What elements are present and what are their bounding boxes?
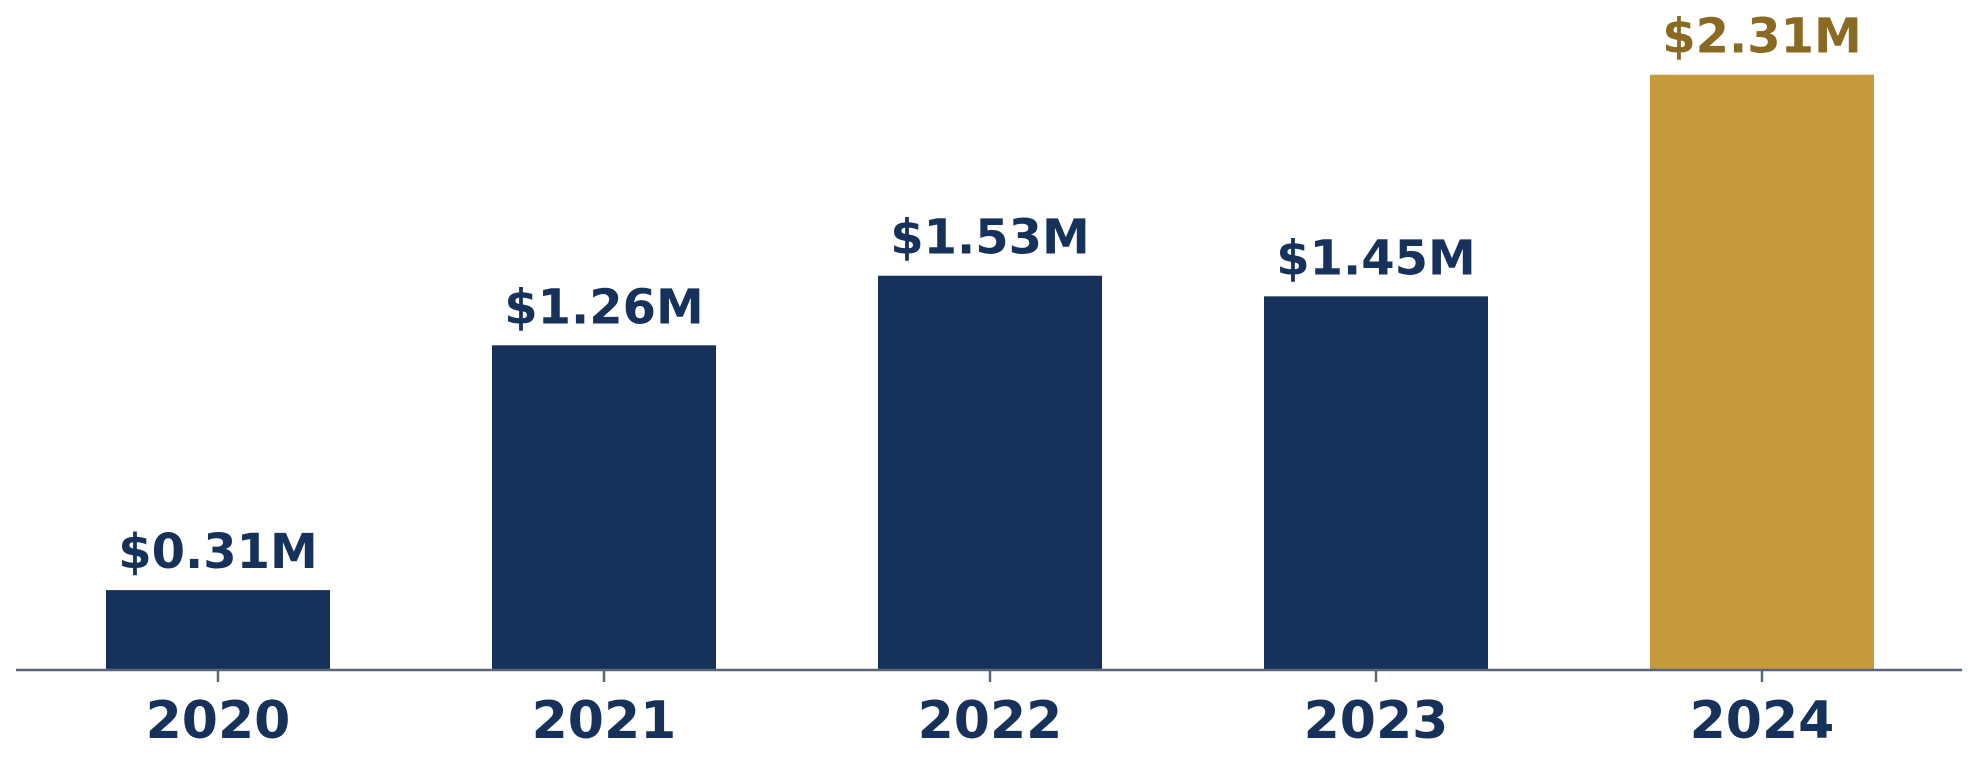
x-tick-label-2023: 2023 <box>1304 691 1449 751</box>
value-label-2024: $2.31M <box>1662 9 1862 65</box>
x-tick-label-2022: 2022 <box>918 691 1063 751</box>
value-label-2021: $1.26M <box>504 279 704 335</box>
bar-2020 <box>106 590 330 670</box>
bar-2024 <box>1650 74 1874 670</box>
x-axis-tick-labels: 2020 2021 2022 2023 2024 <box>146 691 1835 751</box>
bar-2023 <box>1264 296 1488 670</box>
value-label-2023: $1.45M <box>1276 230 1476 286</box>
x-tick-label-2020: 2020 <box>146 691 291 751</box>
value-labels: $0.31M $1.26M $1.53M $1.45M $2.31M <box>118 9 1862 580</box>
bars <box>106 74 1874 670</box>
bar-2021 <box>492 345 716 670</box>
x-tick-label-2021: 2021 <box>532 691 677 751</box>
value-label-2020: $0.31M <box>118 524 318 580</box>
bar-2022 <box>878 275 1102 670</box>
x-tick-label-2024: 2024 <box>1690 691 1835 751</box>
value-label-2022: $1.53M <box>890 210 1090 266</box>
x-axis-ticks <box>216 670 1764 682</box>
